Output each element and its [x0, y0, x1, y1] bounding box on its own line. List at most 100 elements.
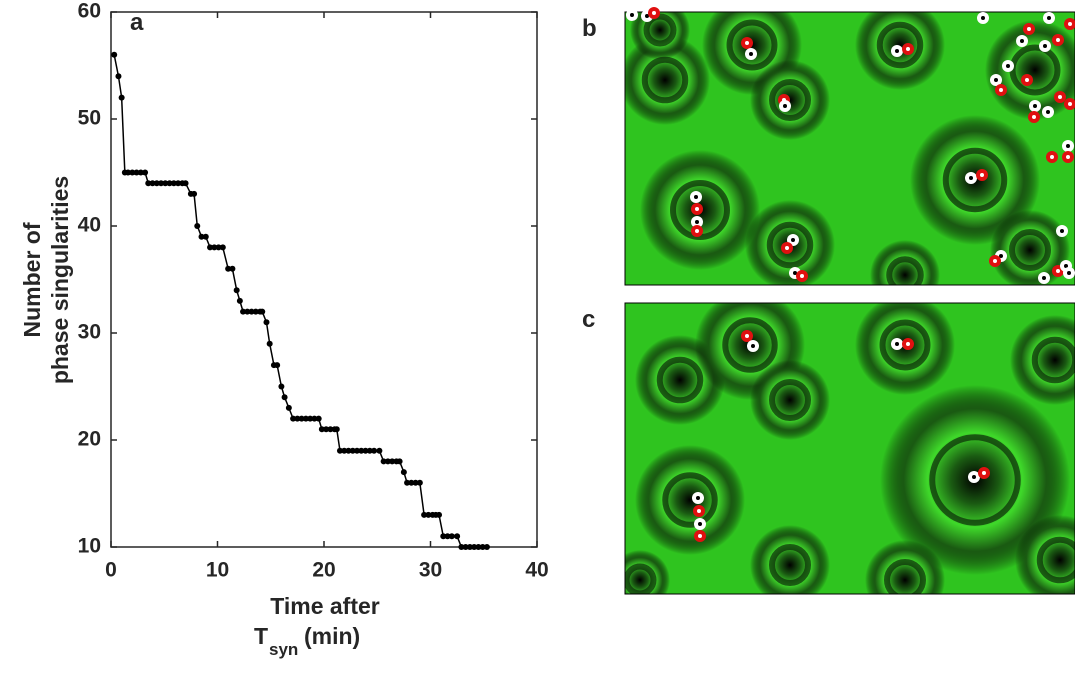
data-line — [113, 54, 487, 548]
data-point — [129, 169, 136, 176]
data-point — [285, 404, 292, 411]
singularity-marker — [1006, 64, 1010, 68]
singularity-marker — [1066, 155, 1070, 159]
data-point — [318, 426, 325, 433]
data-point — [153, 180, 160, 187]
y-axis-label-line: phase singularities — [47, 176, 73, 384]
singularity-marker — [697, 509, 701, 513]
wave-ring — [870, 240, 940, 285]
panel-label: b — [582, 15, 597, 42]
wave-ring — [722, 317, 778, 373]
singularity-marker — [906, 342, 910, 346]
singularity-marker — [695, 229, 699, 233]
data-point — [404, 479, 411, 486]
singularity-marker — [695, 220, 699, 224]
data-point — [345, 447, 352, 454]
singularity-marker — [980, 173, 984, 177]
data-point — [259, 308, 266, 315]
data-point — [248, 308, 255, 315]
singularity-marker — [981, 16, 985, 20]
singularity-marker — [783, 104, 787, 108]
data-point — [421, 511, 428, 518]
singularity-marker — [993, 259, 997, 263]
singularity-marker — [999, 254, 1003, 258]
wave-ring — [750, 360, 830, 440]
data-point — [142, 169, 149, 176]
data-point — [290, 415, 297, 422]
data-point — [225, 265, 232, 272]
singularity-marker — [1043, 44, 1047, 48]
wave-ring — [1009, 44, 1061, 96]
data-point — [244, 308, 251, 315]
singularity-marker — [1042, 276, 1046, 280]
singularity-marker — [698, 522, 702, 526]
data-point — [194, 223, 201, 229]
data-point — [118, 94, 125, 101]
wave-ring — [1009, 229, 1051, 271]
singularity-marker — [695, 207, 699, 211]
data-point — [376, 447, 383, 454]
data-point — [458, 544, 465, 550]
wave-ring — [886, 256, 924, 285]
y-axis-label: Number ofphase singularities — [19, 176, 73, 384]
data-point — [166, 180, 173, 187]
data-point — [327, 426, 334, 433]
singularity-marker — [1050, 155, 1054, 159]
singularity-marker — [793, 271, 797, 275]
data-point — [384, 458, 391, 465]
singularity-marker — [800, 274, 804, 278]
wave-ring — [635, 445, 745, 555]
wave-ring — [990, 210, 1070, 285]
singularity-marker — [1033, 104, 1037, 108]
wave-ring — [643, 13, 677, 47]
wave-ring — [726, 19, 778, 71]
y-tick-label: 30 — [78, 321, 101, 344]
wave-ring — [1031, 336, 1075, 384]
singularity-marker — [994, 78, 998, 82]
wave-ring — [1015, 515, 1075, 594]
data-point — [115, 73, 122, 80]
y-tick-label: 20 — [78, 428, 101, 451]
y-axis-label-line: Number of — [19, 222, 45, 337]
data-point — [462, 544, 469, 550]
data-point — [336, 447, 343, 454]
data-point — [444, 533, 451, 540]
data-point — [263, 319, 270, 326]
data-point — [408, 479, 415, 486]
wave-ring — [766, 221, 814, 269]
y-tick-label: 50 — [78, 107, 101, 130]
data-point — [211, 244, 218, 251]
data-point — [341, 447, 348, 454]
wave-ring — [884, 559, 926, 594]
x-tick-label: 40 — [525, 559, 548, 582]
data-point — [191, 190, 198, 197]
image-frame — [624, 302, 1075, 595]
data-point — [198, 233, 205, 240]
singularity-marker — [749, 52, 753, 56]
singularity-marker — [999, 88, 1003, 92]
data-point — [252, 308, 259, 315]
data-point — [278, 383, 285, 390]
singularity-marker — [1032, 115, 1036, 119]
data-point — [266, 340, 273, 347]
data-point — [111, 51, 118, 58]
data-point — [298, 415, 305, 422]
data-point — [362, 447, 369, 454]
singularity-marker — [694, 195, 698, 199]
data-point — [294, 415, 301, 422]
wave-ring — [630, 12, 690, 60]
data-point — [425, 511, 432, 518]
data-point — [240, 308, 247, 315]
y-tick-label: 40 — [78, 214, 101, 237]
wave-ring — [942, 147, 1008, 213]
singularity-marker — [1067, 271, 1071, 275]
data-point — [145, 180, 152, 187]
data-point — [274, 362, 281, 369]
singularity-marker — [1068, 102, 1072, 106]
wave-ring — [656, 356, 704, 404]
data-point — [137, 169, 144, 176]
data-point — [389, 458, 396, 465]
data-point — [333, 426, 340, 433]
x-axis-label: T — [254, 623, 268, 649]
data-point — [483, 544, 490, 550]
